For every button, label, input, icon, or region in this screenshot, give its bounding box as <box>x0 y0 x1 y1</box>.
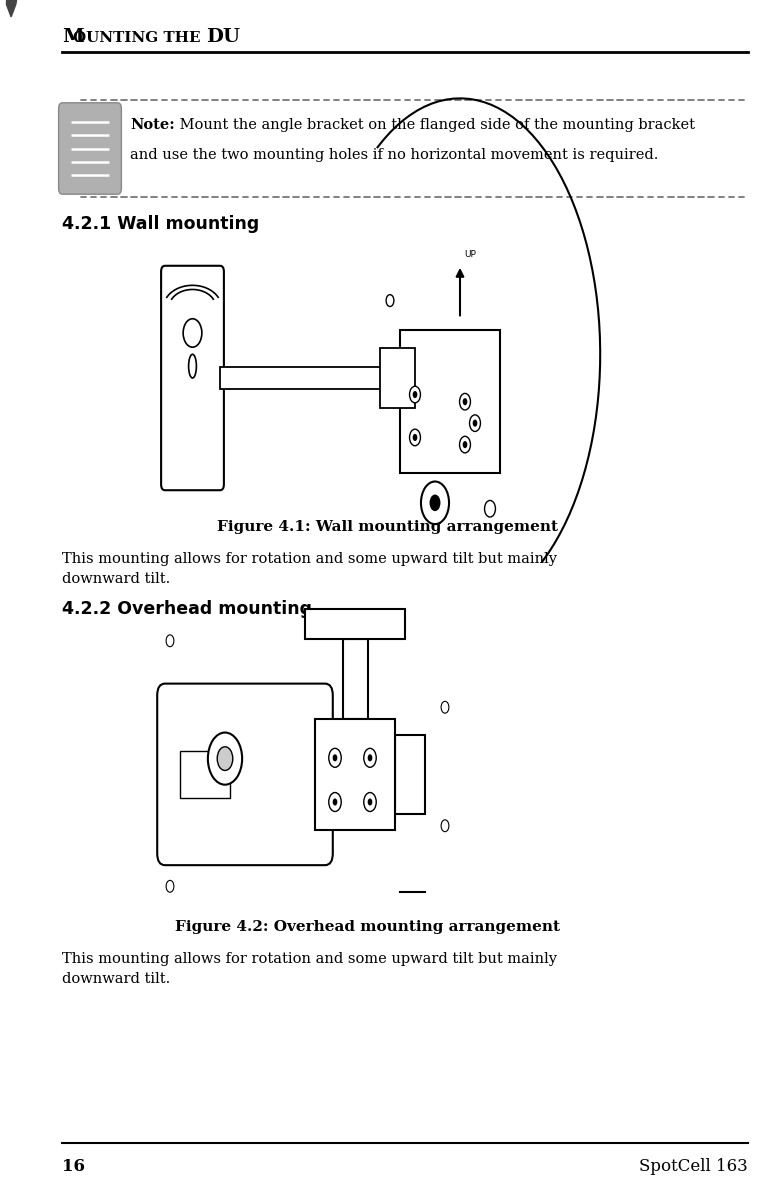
Bar <box>305 609 405 639</box>
Circle shape <box>368 799 372 806</box>
Bar <box>380 348 415 408</box>
Text: 16: 16 <box>62 1158 86 1176</box>
Text: This mounting allows for rotation and some upward tilt but mainly: This mounting allows for rotation and so… <box>62 552 557 566</box>
Circle shape <box>473 419 478 427</box>
Text: downward tilt.: downward tilt. <box>62 972 171 986</box>
Bar <box>315 719 395 829</box>
Circle shape <box>460 436 471 453</box>
Bar <box>400 331 500 473</box>
Text: Mount the angle bracket on the flanged side of the mounting bracket: Mount the angle bracket on the flanged s… <box>175 118 695 132</box>
Text: Figure 4.1: Wall mounting arrangement: Figure 4.1: Wall mounting arrangement <box>217 520 558 534</box>
Circle shape <box>333 799 337 806</box>
Text: M: M <box>62 28 84 46</box>
FancyBboxPatch shape <box>157 684 333 865</box>
Circle shape <box>470 415 481 431</box>
Circle shape <box>329 749 341 768</box>
Circle shape <box>183 319 202 347</box>
Text: UP: UP <box>464 250 476 260</box>
Circle shape <box>333 755 337 762</box>
Bar <box>395 735 425 814</box>
Circle shape <box>166 635 174 647</box>
Circle shape <box>413 434 418 441</box>
Bar <box>155 248 620 508</box>
Circle shape <box>166 880 174 892</box>
Circle shape <box>364 749 376 768</box>
FancyBboxPatch shape <box>58 103 122 194</box>
Text: and use the two mounting holes if no horizontal movement is required.: and use the two mounting holes if no hor… <box>130 148 658 162</box>
Circle shape <box>413 391 418 398</box>
Polygon shape <box>6 0 19 17</box>
Text: Note:: Note: <box>130 118 174 132</box>
Ellipse shape <box>189 354 196 378</box>
Circle shape <box>429 494 440 511</box>
Circle shape <box>410 429 421 446</box>
Circle shape <box>485 500 495 517</box>
Text: downward tilt.: downward tilt. <box>62 572 171 587</box>
Circle shape <box>460 393 471 410</box>
Circle shape <box>217 747 233 770</box>
Circle shape <box>441 820 449 832</box>
Circle shape <box>441 702 449 713</box>
Circle shape <box>208 732 242 784</box>
Text: 4.2.1 Wall mounting: 4.2.1 Wall mounting <box>62 214 259 233</box>
Bar <box>343 639 368 719</box>
Text: This mounting allows for rotation and some upward tilt but mainly: This mounting allows for rotation and so… <box>62 952 557 966</box>
Circle shape <box>463 398 467 405</box>
Text: SpotCell 163: SpotCell 163 <box>639 1158 748 1176</box>
Text: DU: DU <box>206 28 240 46</box>
FancyBboxPatch shape <box>161 265 224 491</box>
Text: 4.2.2 Overhead mounting: 4.2.2 Overhead mounting <box>62 600 312 619</box>
Circle shape <box>364 793 376 812</box>
Circle shape <box>421 481 449 524</box>
Circle shape <box>386 295 394 307</box>
Bar <box>180 751 230 798</box>
Circle shape <box>410 386 421 403</box>
Circle shape <box>368 755 372 762</box>
Text: Figure 4.2: Overhead mounting arrangement: Figure 4.2: Overhead mounting arrangemen… <box>175 920 560 934</box>
Bar <box>220 367 395 389</box>
Circle shape <box>463 441 467 448</box>
Text: OUNTING THE: OUNTING THE <box>73 31 206 45</box>
Bar <box>155 623 580 910</box>
Circle shape <box>329 793 341 812</box>
